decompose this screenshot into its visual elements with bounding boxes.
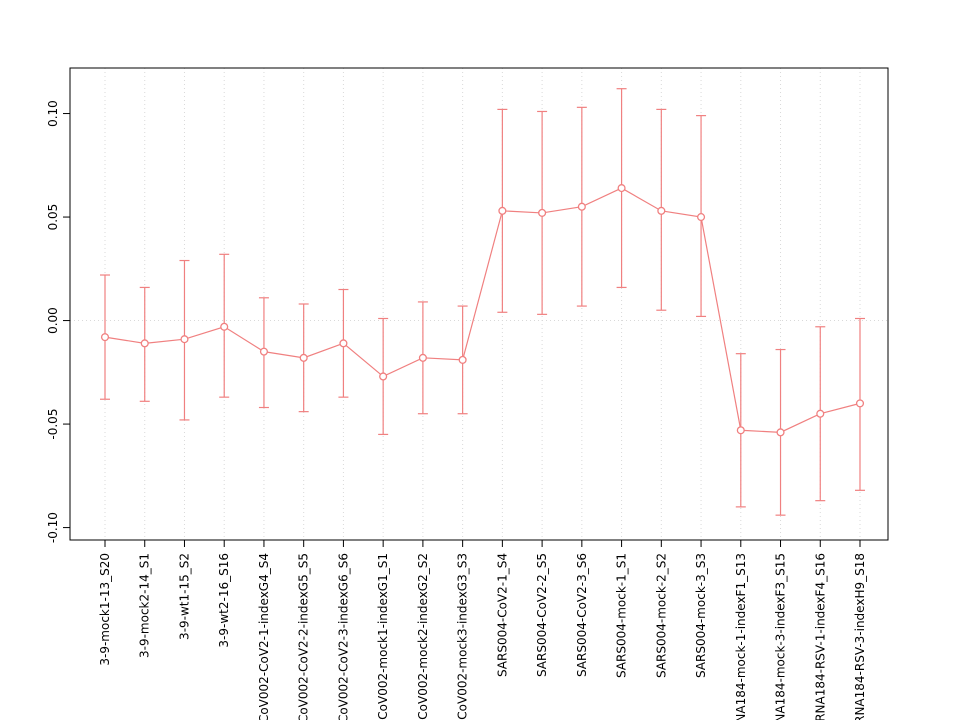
x-tick-label: SARS004-CoV2-2_S5 bbox=[535, 553, 549, 677]
x-axis: 3-9-mock1-13_S20 3-9-mock2-14_S1 3-9-wt1-1… bbox=[98, 540, 867, 720]
y-tick-label: 0.05 bbox=[46, 204, 60, 231]
data-point bbox=[100, 333, 110, 342]
y-tick-label: 0.00 bbox=[46, 307, 60, 334]
x-tick-label: SARS004-mock-2_S2 bbox=[654, 553, 668, 678]
y-tick-label: 0.10 bbox=[46, 100, 60, 127]
x-tick-label: CoV002-mock2-indexG2_S2 bbox=[416, 553, 430, 720]
y-tick-label: -0.10 bbox=[46, 512, 60, 543]
x-tick-label: 3-9-wt1-15_S2 bbox=[177, 553, 191, 640]
data-point bbox=[776, 428, 785, 437]
data-point bbox=[458, 355, 467, 364]
data-point bbox=[855, 399, 865, 408]
data-point bbox=[140, 339, 149, 348]
x-tick-label: 3-9-wt2-16_S16 bbox=[217, 553, 231, 648]
data-point bbox=[816, 409, 825, 418]
x-tick-label: svRNA184-RSV-3-indexH9_S18 bbox=[853, 553, 867, 720]
x-tick-label: CoV002-CoV2-2-indexG5_S5 bbox=[297, 553, 311, 720]
data-point bbox=[657, 206, 666, 215]
x-tick-label: CoV002-mock3-indexG3_S3 bbox=[456, 553, 470, 720]
x-tick-label: SARS004-mock-1_S1 bbox=[615, 553, 629, 678]
data-point bbox=[180, 335, 189, 344]
data-point bbox=[736, 426, 745, 435]
x-tick-label: 3-9-mock1-13_S20 bbox=[98, 553, 112, 666]
data-point bbox=[299, 353, 308, 362]
series-line bbox=[104, 187, 861, 433]
y-axis: -0.10 -0.05 0.00 0.05 0.10 bbox=[46, 100, 70, 543]
data-point bbox=[498, 206, 507, 215]
x-tick-label: SARS004-CoV2-3_S6 bbox=[575, 553, 589, 677]
x-tick-label: CoV002-mock1-indexG1_S1 bbox=[376, 553, 390, 720]
y-tick-label: -0.05 bbox=[46, 409, 60, 440]
plot-border bbox=[69, 67, 889, 541]
data-point bbox=[339, 339, 348, 348]
x-tick-label: svRNA184-mock-3-indexF3_S15 bbox=[774, 553, 788, 720]
data-point bbox=[379, 372, 388, 381]
data-point bbox=[617, 184, 626, 193]
x-tick-label: SARS004-CoV2-1_S4 bbox=[495, 553, 509, 677]
x-tick-label: svRNA184-RSV-1-indexF4_S16 bbox=[813, 553, 827, 720]
data-point bbox=[418, 353, 427, 362]
data-point bbox=[577, 202, 586, 211]
x-tick-label: CoV002-CoV2-1-indexG4_S4 bbox=[257, 553, 271, 720]
x-tick-label: CoV002-CoV2-3-indexG6_S6 bbox=[336, 553, 350, 720]
data-point bbox=[538, 208, 547, 217]
x-tick-label: 3-9-mock2-14_S1 bbox=[138, 553, 152, 658]
x-tick-label: svRNA184-mock-1-indexF1_S13 bbox=[734, 553, 748, 720]
data-point bbox=[259, 347, 268, 356]
data-point bbox=[697, 213, 706, 222]
x-tick-label: SARS004-mock-3_S3 bbox=[694, 553, 708, 678]
data-point bbox=[220, 322, 229, 331]
data-points bbox=[100, 184, 865, 437]
